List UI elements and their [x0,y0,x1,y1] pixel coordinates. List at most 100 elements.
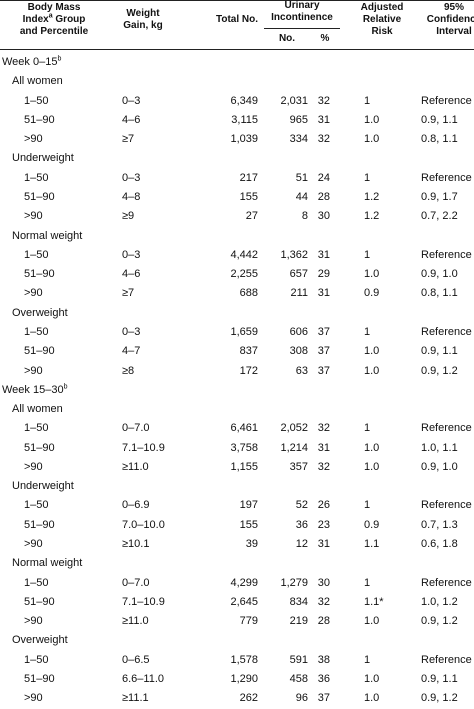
row-label: Week 15–30b [2,379,67,401]
header-bmi-line1: Body Mass [27,2,81,13]
cell-incontinence-pct: 31 [317,538,330,550]
row-label: Normal weight [12,229,83,242]
table-row: >90 ≥7 1,039 334 32 1.0 0.8, 1.1 [0,128,474,150]
cell-total: 4,299 [230,576,258,589]
cell-incontinence-pct: 26 [317,499,330,512]
footnote-marker: a [48,12,53,20]
cell-relative-risk: 1 [364,248,371,261]
table-row: 51–90 7.0–10.0 155 36 23 0.9 0.7, 1.3 [0,514,474,536]
cell-relative-risk: 1 [364,653,371,666]
cell-confidence-interval: 0.7, 1.3 [421,518,458,531]
cell-incontinence-no: 1,279 [280,576,308,589]
row-label: >90 [24,460,43,473]
cell-weight-gain: 0–3 [122,171,141,184]
row-label: Normal weight [12,557,83,570]
cell-weight-gain: ≥11.1 [122,692,149,705]
row-label: 51–90 [24,345,55,358]
row-label: >90 [24,538,43,550]
header-subrule [264,28,340,29]
footnote-marker: b [57,55,62,63]
row-label-text: Week 0–15 [2,56,58,68]
cell-total: 688 [239,287,258,300]
row-label-text: Week 15–30 [2,383,64,396]
cell-weight-gain: 6.6–11.0 [122,673,165,685]
cell-incontinence-no: 1,214 [280,441,308,454]
cell-total: 197 [239,499,258,512]
cell-weight-gain: 0–6.9 [122,499,150,512]
row-label: 1–50 [24,248,49,261]
header-adjusted-relative-risk: Adjusted Relative Risk [360,2,404,37]
cell-incontinence-pct: 31 [317,287,330,300]
table-row: >90 ≥11.1 262 96 37 1.0 0.9, 1.2 [0,687,474,709]
cell-confidence-interval: 0.9, 1.7 [421,191,458,203]
cell-relative-risk: 1 [364,325,371,338]
group-heading: Overweight [0,629,474,651]
table-row: 51–90 6.6–11.0 1,290 458 36 1.0 0.9, 1.1 [0,668,474,690]
cell-relative-risk: 1.0 [364,615,380,628]
group-heading: All women [0,398,474,420]
section-heading: Week 15–30b [0,379,474,401]
row-label: >90 [24,692,43,705]
cell-total: 172 [239,364,258,377]
cell-weight-gain: 0–7.0 [122,576,150,589]
cell-relative-risk: 1.0 [364,460,380,473]
cell-weight-gain: 7.1–10.9 [122,441,165,454]
cell-incontinence-no: 219 [289,615,308,628]
group-heading: Underweight [0,147,474,169]
group-heading: All women [0,70,474,92]
cell-confidence-interval: 0.9, 1.1 [421,673,458,685]
cell-incontinence-no: 606 [289,325,308,338]
cell-total: 155 [239,518,258,531]
cell-incontinence-no: 211 [290,287,308,300]
table-row: >90 ≥9 27 8 30 1.2 0.7, 2.2 [0,205,474,227]
cell-total: 1,039 [230,133,258,146]
header-confidence-interval: 95% Confidence Interval [426,2,474,37]
cell-incontinence-no: 308 [289,345,308,358]
cell-relative-risk: 1.1* [364,595,384,608]
cell-incontinence-pct: 37 [317,364,330,377]
cell-confidence-interval: 0.6, 1.8 [421,538,458,550]
cell-confidence-interval: 0.9, 1.2 [421,692,458,705]
cell-incontinence-no: 834 [289,595,308,608]
cell-confidence-interval: 0.8, 1.1 [421,133,458,146]
table-row: 1–50 0–6.9 197 52 26 1 Reference [0,494,474,516]
row-label: 1–50 [24,94,49,107]
header-no: No. [278,33,296,44]
row-label: 51–90 [24,673,55,685]
group-heading: Normal weight [0,225,474,247]
cell-incontinence-pct: 32 [317,133,330,146]
cell-weight-gain: ≥11.0 [122,615,149,628]
cell-confidence-interval: 0.9, 1.2 [421,364,458,377]
cell-total: 779 [239,615,258,628]
cell-total: 155 [239,191,258,203]
cell-total: 1,578 [230,653,258,666]
cell-total: 6,461 [230,422,258,435]
row-label: Week 0–15b [2,51,61,73]
row-label: 51–90 [24,268,55,281]
table-row: 1–50 0–7.0 6,461 2,052 32 1 Reference [0,417,474,439]
cell-confidence-interval: Reference [421,576,472,589]
header-percent: % [320,33,330,44]
table-row: 1–50 0–3 217 51 24 1 Reference [0,167,474,189]
cell-weight-gain: ≥7 [122,133,135,146]
cell-incontinence-no: 2,052 [280,422,308,435]
cell-confidence-interval: 0.9, 1.1 [421,113,458,126]
cell-incontinence-pct: 23 [317,518,330,531]
row-label: All women [12,75,63,88]
cell-incontinence-pct: 36 [317,673,330,685]
table-row: 51–90 4–7 837 308 37 1.0 0.9, 1.1 [0,340,474,362]
cell-confidence-interval: 0.9, 1.0 [421,460,458,473]
cell-total: 4,442 [230,248,258,261]
cell-confidence-interval: Reference [421,248,472,261]
footnote-marker: b [63,383,68,391]
cell-incontinence-no: 96 [295,692,308,705]
row-label: >90 [24,364,43,377]
cell-incontinence-pct: 28 [317,615,330,628]
row-label: 1–50 [24,499,49,512]
cell-relative-risk: 1.1 [364,538,380,550]
cell-weight-gain: ≥10.1 [122,538,150,550]
cell-weight-gain: 0–3 [122,248,141,261]
cell-incontinence-no: 2,031 [280,94,308,107]
cell-total: 27 [245,210,258,223]
header-urinary-incontinence: Urinary Incontinence [271,0,333,23]
